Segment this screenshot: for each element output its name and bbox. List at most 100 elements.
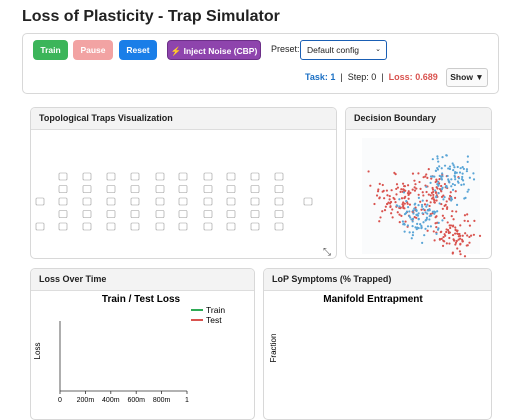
trap-node [303, 197, 313, 206]
x-tick-label: 1 [185, 397, 189, 404]
sample-point [455, 203, 459, 206]
sample-point [425, 199, 428, 202]
sample-point [421, 199, 424, 202]
sample-point [425, 205, 428, 208]
sample-point [457, 235, 460, 238]
sample-point [417, 212, 420, 215]
sample-point [437, 184, 440, 187]
sample-point [388, 198, 391, 201]
sample-point [446, 206, 449, 209]
trap-node [274, 185, 284, 193]
trap-node [155, 185, 165, 193]
train-button[interactable]: Train [33, 40, 68, 60]
sample-point [458, 232, 461, 236]
sample-point [468, 224, 472, 227]
pause-button[interactable]: Pause [73, 40, 113, 60]
sample-point [384, 205, 387, 208]
sample-point [398, 198, 401, 201]
inject-noise-button[interactable]: ⚡ Inject Noise (CBP) [167, 40, 261, 60]
sample-point [458, 250, 461, 253]
sample-point [432, 230, 435, 233]
sample-point [443, 216, 446, 220]
sample-point [415, 228, 418, 231]
sample-point [454, 241, 458, 244]
sample-point [425, 173, 428, 176]
sample-point [434, 169, 438, 172]
trap-node [58, 197, 68, 206]
reset-button[interactable]: Reset [119, 40, 157, 60]
sample-point [405, 199, 408, 203]
sample-point [429, 175, 433, 178]
preset-label: Preset: [271, 44, 300, 54]
sample-point [459, 224, 462, 227]
show-button[interactable]: Show ▼ [446, 68, 488, 87]
sample-point [445, 154, 448, 157]
trap-node [226, 197, 236, 206]
sample-point [406, 202, 409, 205]
chart-title: Manifold Entrapment [323, 294, 423, 305]
trap-node [274, 197, 284, 206]
sample-point [444, 203, 447, 206]
trap-node [178, 185, 188, 193]
sample-point [454, 190, 457, 193]
sample-point [407, 206, 410, 209]
sample-point [389, 205, 392, 209]
sample-point [436, 228, 440, 231]
trap-node [106, 222, 116, 231]
sample-point [459, 167, 462, 170]
sample-point [470, 234, 473, 237]
sample-point [427, 167, 430, 171]
sample-point [378, 196, 381, 199]
trap-node [106, 197, 116, 206]
x-tick-label: 200m [77, 397, 95, 404]
sample-point [418, 180, 421, 184]
legend-label: Train [206, 305, 225, 315]
trap-node [178, 172, 188, 181]
sample-point [441, 186, 444, 189]
sample-point [448, 181, 451, 184]
sample-point [456, 229, 459, 232]
sample-point [395, 193, 398, 196]
sample-point [403, 185, 407, 188]
sample-point [438, 238, 442, 241]
sample-point [402, 191, 406, 194]
sample-point [444, 185, 448, 188]
sample-point [425, 190, 428, 194]
trap-node [58, 172, 68, 181]
x-tick-label: 0 [58, 397, 62, 404]
sample-point [421, 191, 424, 194]
sample-point [404, 220, 407, 223]
page-title: Loss of Plasticity - Trap Simulator [22, 8, 280, 25]
sample-point [424, 227, 427, 230]
sample-point [386, 202, 389, 206]
sample-point [402, 201, 405, 204]
sample-point [454, 226, 457, 229]
sample-point [413, 207, 416, 210]
sample-point [433, 239, 436, 242]
page: Loss of Plasticity - Trap Simulator Trai… [22, 8, 499, 420]
panel-header: Loss Over Time [31, 269, 254, 291]
sample-point [457, 238, 460, 241]
sample-point [433, 201, 436, 204]
sample-point [421, 212, 424, 215]
sample-point [452, 224, 455, 227]
sample-point [433, 175, 436, 178]
sample-point [437, 221, 440, 224]
sample-point [407, 193, 410, 197]
trap-node [82, 197, 92, 206]
trap-node [226, 222, 236, 231]
sample-point [451, 188, 455, 192]
sample-point [400, 197, 404, 200]
sample-point [386, 194, 389, 197]
sample-point [465, 168, 469, 171]
sample-point [454, 243, 457, 246]
sample-point [408, 203, 412, 206]
sample-point [432, 193, 435, 196]
sample-point [451, 162, 454, 165]
chart-title: Train / Test Loss [102, 294, 181, 305]
sample-point [454, 170, 457, 174]
preset-select[interactable]: Default config ⌄ [300, 40, 387, 60]
sample-point [422, 208, 425, 211]
sample-point [442, 235, 445, 239]
sample-point [427, 193, 430, 196]
